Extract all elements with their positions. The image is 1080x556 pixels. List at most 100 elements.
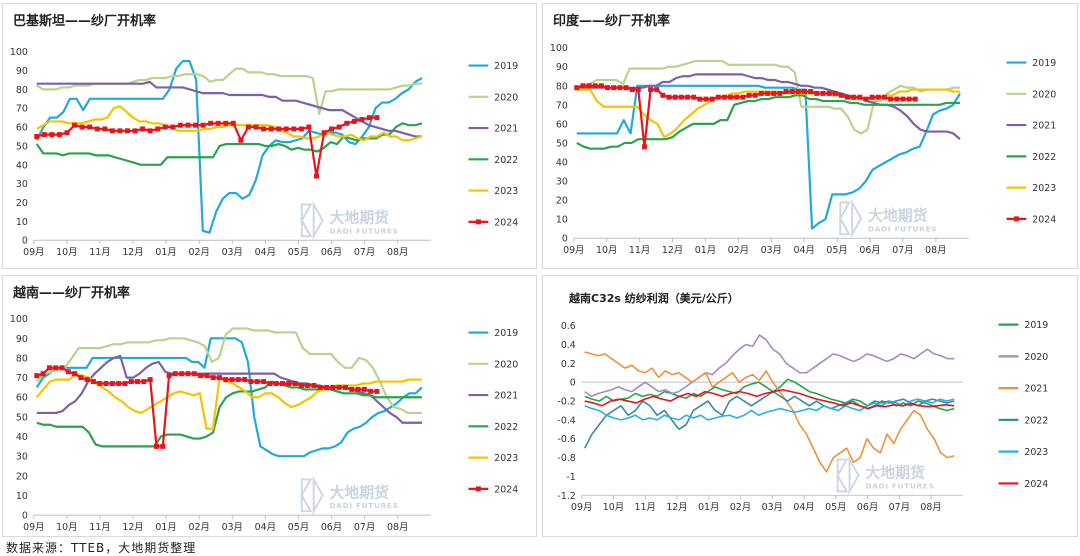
series-point-2024 xyxy=(248,379,254,385)
legend-item-2024: 2024 xyxy=(998,479,1048,490)
series-point-2024 xyxy=(359,117,365,123)
series-point-2024 xyxy=(709,96,715,102)
legend-marker xyxy=(475,486,481,492)
series-point-2024 xyxy=(324,384,330,390)
series-2020 xyxy=(576,59,960,135)
x-tick-label: 09月 xyxy=(23,247,44,258)
y-tick-label: 90 xyxy=(556,62,568,73)
series-point-2024 xyxy=(344,120,350,126)
series-line-2022 xyxy=(35,122,423,166)
series-point-2024 xyxy=(125,128,130,134)
series-point-2024 xyxy=(783,89,789,94)
legend-label: 2020 xyxy=(494,359,518,370)
y-tick-label: -1.2 xyxy=(557,491,575,502)
legend-item-2020: 2020 xyxy=(468,359,518,370)
y-tick-label: 0.4 xyxy=(561,340,576,351)
y-tick-label: 90 xyxy=(16,334,28,345)
series-point-2024 xyxy=(229,377,235,383)
series-point-2024 xyxy=(185,371,191,377)
y-tick-label: 60 xyxy=(16,123,28,134)
series-point-2024 xyxy=(185,122,191,128)
series-point-2024 xyxy=(765,90,771,96)
series-2024 xyxy=(584,388,955,410)
series-point-2024 xyxy=(863,96,869,102)
series-point-2024 xyxy=(245,124,251,130)
legend-item-2019: 2019 xyxy=(468,61,518,72)
series-2022 xyxy=(35,122,423,166)
legend-label: 2021 xyxy=(1032,121,1056,132)
series-point-2024 xyxy=(342,384,348,390)
x-tick-label: 10月 xyxy=(56,247,77,258)
series-2023 xyxy=(584,398,955,421)
watermark-subtext: DADI FUTURES xyxy=(330,501,399,510)
series-point-2024 xyxy=(330,384,336,390)
y-tick-label: 70 xyxy=(16,104,28,115)
series-point-2024 xyxy=(153,443,159,449)
series-point-2024 xyxy=(160,443,166,449)
x-tick-label: 04月 xyxy=(255,247,276,258)
series-point-2024 xyxy=(191,371,197,377)
legend-label: 2023 xyxy=(494,186,518,197)
series-point-2024 xyxy=(366,115,372,121)
series-point-2024 xyxy=(672,94,678,100)
x-tick-label: 09月 xyxy=(23,522,44,533)
series-line-2022 xyxy=(36,380,422,448)
chart-india-mill-operating-rate: 大地期货 DADI FUTURES 0 10 20 30 40 50 60 70 80 90 100 09… xyxy=(542,3,1078,269)
series-point-2024 xyxy=(586,83,592,89)
series-point-2024 xyxy=(34,373,40,379)
legend-item-2023: 2023 xyxy=(468,186,518,197)
legend-label: 2024 xyxy=(1024,479,1048,490)
x-tick-label: 05月 xyxy=(288,522,309,533)
x-tick-label: 09月 xyxy=(571,502,592,513)
y-tick-label: 50 xyxy=(16,412,28,423)
y-tick-label: -0.8 xyxy=(557,453,575,464)
series-point-2024 xyxy=(155,126,161,132)
y-tick-label: 30 xyxy=(16,179,28,190)
series-line-2019 xyxy=(35,59,423,234)
x-tick-label: 02月 xyxy=(728,245,749,256)
series-point-2024 xyxy=(580,83,586,89)
series-point-2024 xyxy=(906,96,912,102)
series-point-2024 xyxy=(629,87,635,93)
y-tick-label: -1 xyxy=(566,472,575,483)
x-tick-label: 04月 xyxy=(255,522,276,533)
series-point-2024 xyxy=(305,382,311,388)
legend-label: 2019 xyxy=(494,328,518,339)
series-point-2024 xyxy=(374,388,380,394)
series-line-2024 xyxy=(36,116,377,178)
series-point-2024 xyxy=(715,94,721,100)
series-point-2024 xyxy=(162,124,168,130)
series-point-2024 xyxy=(734,94,740,100)
series-point-2024 xyxy=(777,90,783,96)
y-tick-label: -0.2 xyxy=(557,397,575,408)
series-point-2024 xyxy=(314,173,319,179)
series-point-2024 xyxy=(215,120,221,126)
y-tick-label: 30 xyxy=(16,452,28,463)
series-point-2024 xyxy=(41,132,47,138)
series-point-2024 xyxy=(103,381,109,386)
series-point-2024 xyxy=(635,87,641,93)
series-point-2024 xyxy=(317,384,323,390)
y-tick-label: 10 xyxy=(16,491,28,502)
series-2019 xyxy=(35,59,423,234)
x-tick-label: 07月 xyxy=(889,502,910,513)
series-point-2024 xyxy=(208,120,214,126)
series-point-2024 xyxy=(826,90,832,96)
series-point-2024 xyxy=(374,115,380,121)
series-point-2024 xyxy=(147,377,153,383)
series-point-2024 xyxy=(574,85,580,91)
x-tick-label: 02月 xyxy=(189,522,210,533)
series-point-2024 xyxy=(53,365,59,371)
series-point-2024 xyxy=(46,365,52,371)
legend-label: 2024 xyxy=(494,484,518,495)
series-2024 xyxy=(574,83,918,150)
series-point-2024 xyxy=(654,87,660,93)
y-tick-label: 80 xyxy=(16,85,28,96)
series-point-2024 xyxy=(306,124,312,130)
y-tick-label: 40 xyxy=(556,157,568,168)
series-point-2024 xyxy=(273,381,279,386)
series-point-2024 xyxy=(179,371,185,377)
series-line-2024 xyxy=(576,84,916,148)
legend-label: 2019 xyxy=(1032,58,1056,69)
